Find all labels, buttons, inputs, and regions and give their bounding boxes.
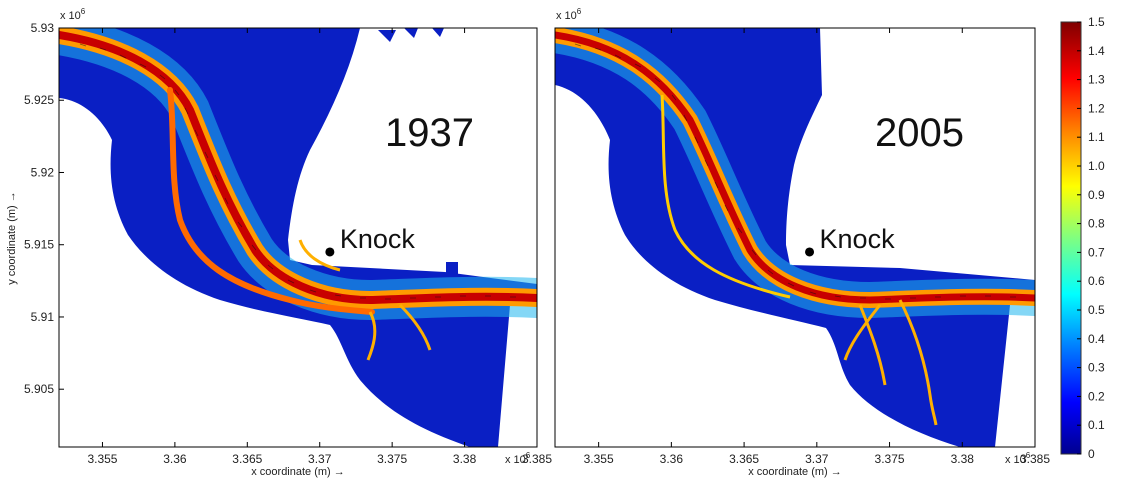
- tertiary-channel-2005: [843, 299, 938, 426]
- velocity-field-2005: [555, 28, 1035, 447]
- colorbar-gradient: [1060, 21, 1082, 455]
- panel-2005: 3.355 3.36 3.365 3.37 3.375 3.38 3.385 x 106 x…: [554, 7, 1050, 478]
- colorbar-tick-label: 0.5: [1088, 303, 1105, 317]
- x-tick-label: 3.38: [453, 452, 477, 466]
- x-tick-label: 3.37: [308, 452, 332, 466]
- colorbar-tick-label: 1.3: [1088, 73, 1105, 87]
- colorbar-tick-label: 0.4: [1088, 332, 1105, 346]
- x-tick-label: 3.365: [729, 452, 759, 466]
- colorbar-tick-label: 0.3: [1088, 361, 1105, 375]
- axes-frame-1937: [58, 27, 538, 448]
- x-tick-label: 3.355: [87, 452, 117, 466]
- knock-marker-1937: [325, 247, 335, 257]
- x-scale-label-1937: x 106: [505, 451, 531, 466]
- x-tick-label: 3.385: [1020, 452, 1050, 466]
- flow-vectors-1937: [79, 43, 516, 300]
- y-axis-label: y coordinate (m) →: [6, 191, 18, 285]
- colorbar-tick-label: 0.6: [1088, 274, 1105, 288]
- colorbar-tick-label: 0.7: [1088, 245, 1105, 259]
- y-scale-label-1937: x 106: [60, 7, 86, 22]
- panel-1937: 3.355 3.36 3.365 3.37 3.375 3.38 3.385 5.905 5.9…: [6, 7, 552, 478]
- colorbar-ticks: 1.5 1.4 1.3 1.2 1.1 1.0 0.9 0.8 0.7 0.6 0.5 0.4 0.3 0…: [1077, 15, 1105, 461]
- x-tick-label: 3.375: [377, 452, 407, 466]
- y-scale-label-2005: x 106: [556, 7, 582, 22]
- x-tick-label: 3.375: [875, 452, 905, 466]
- shoal-1937: [378, 28, 444, 42]
- colorbar-tick-label: 1.0: [1088, 159, 1105, 173]
- main-channel-core-2005: [555, 31, 1035, 304]
- colorbar-tick-label: 1.1: [1088, 130, 1105, 144]
- x-tick-label: 3.36: [660, 452, 684, 466]
- y-tick-label: 5.92: [31, 165, 55, 179]
- knock-label-1937: Knock: [340, 224, 416, 254]
- tertiary-channel-1937: [298, 239, 432, 361]
- axis-ticks-1937: 3.355 3.36 3.365 3.37 3.375 3.38 3.385 5.905 5.9…: [24, 21, 552, 466]
- knock-label-2005: Knock: [820, 224, 896, 254]
- x-tick-label: 3.385: [522, 452, 552, 466]
- y-tick-label: 5.915: [24, 238, 54, 252]
- colorbar-tick-label: 1.5: [1088, 15, 1105, 29]
- x-tick-label: 3.37: [805, 452, 829, 466]
- y-tick-label: 5.925: [24, 93, 54, 107]
- y-tick-label: 5.93: [31, 21, 55, 35]
- colorbar-tick-label: 0.1: [1088, 418, 1105, 432]
- colorbar-tick-label: 1.4: [1088, 44, 1105, 58]
- flow-vectors-2005: [574, 43, 1016, 300]
- colorbar-tick-label: 0: [1088, 447, 1095, 461]
- velocity-field-1937: [59, 28, 537, 447]
- x-tick-label: 3.36: [163, 452, 187, 466]
- estuary-water-1937: [59, 28, 537, 447]
- colorbar-tick-label: 0.8: [1088, 217, 1105, 231]
- x-axis-label-2005: x coordinate (m) →: [748, 466, 842, 478]
- x-scale-label-2005: x 106: [1005, 451, 1031, 466]
- colorbar-tick-label: 0.9: [1088, 188, 1105, 202]
- colorbar-tick-label: 1.2: [1088, 101, 1105, 115]
- secondary-channel-2005: [660, 94, 791, 299]
- secondary-channel-1937: [167, 87, 375, 315]
- x-tick-label: 3.355: [584, 452, 614, 466]
- axis-ticks-2005: 3.355 3.36 3.365 3.37 3.375 3.38 3.385: [584, 28, 1050, 466]
- x-tick-label: 3.365: [232, 452, 262, 466]
- x-tick-label: 3.38: [951, 452, 975, 466]
- x-axis-label-1937: x coordinate (m) →: [251, 466, 345, 478]
- knock-marker-2005: [805, 247, 815, 257]
- y-tick-label: 5.905: [24, 382, 54, 396]
- axes-frame-2005: [554, 27, 1036, 448]
- jetty-1937: [446, 262, 458, 274]
- estuary-water-2005: [555, 28, 1035, 447]
- colorbar: 1.5 1.4 1.3 1.2 1.1 1.0 0.9 0.8 0.7 0.6 0.5 0.4 0.3 0…: [1060, 15, 1105, 461]
- y-tick-label: 5.91: [31, 310, 55, 324]
- colorbar-tick-label: 0.2: [1088, 389, 1105, 403]
- panel-title-1937: 1937: [385, 111, 474, 155]
- panel-title-2005: 2005: [875, 111, 964, 155]
